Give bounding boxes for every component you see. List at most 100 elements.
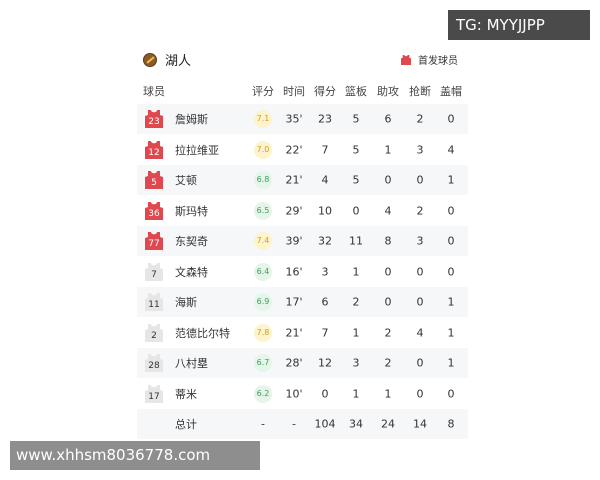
time-cell: 10' [285, 387, 303, 400]
player-name[interactable]: 范德比尔特 [175, 326, 230, 340]
assists-cell: 2 [384, 356, 392, 370]
rebounds-cell: 5 [352, 173, 360, 187]
jersey-number: 77 [148, 239, 160, 249]
time-cell: 28' [285, 356, 303, 370]
column-header[interactable]: 抢断 [409, 85, 431, 98]
jersey-icon: 12 [145, 140, 163, 159]
rating-cell: 6.2 [254, 384, 272, 403]
assists-cell: 8 [384, 234, 392, 248]
total-row: 总计 - - 104 34 24 14 8 [137, 409, 468, 439]
rebounds-cell: 5 [352, 112, 360, 126]
player-name[interactable]: 艾顿 [175, 174, 197, 187]
column-header[interactable]: 盖帽 [440, 85, 462, 98]
points-cell: 0 [321, 387, 329, 400]
blocks-cell: 0 [447, 204, 455, 217]
rating-cell: 6.5 [254, 201, 272, 220]
time-cell: 17' [285, 295, 303, 309]
rebounds-cell: 2 [352, 295, 360, 309]
points-cell: 3 [321, 265, 329, 278]
points-cell: 104 [314, 417, 336, 431]
time-cell: 22' [285, 143, 303, 156]
jersey-number: 7 [151, 269, 157, 280]
player-name[interactable]: 东契奇 [175, 235, 208, 248]
player-row[interactable]: 77 东契奇 7.4 39' 32 11 8 3 0 [137, 226, 468, 256]
player-name[interactable]: 詹姆斯 [175, 113, 208, 126]
points-cell: 12 [318, 356, 332, 370]
jersey-icon: 2 [145, 323, 163, 342]
rebounds-cell: 11 [349, 234, 363, 248]
points-cell: 7 [321, 143, 329, 156]
jersey-number: 17 [148, 391, 160, 402]
rating-cell: 7.8 [254, 323, 272, 342]
player-name[interactable]: 八村塁 [175, 357, 208, 370]
rating-cell: - [261, 417, 265, 431]
player-row[interactable]: 7 文森特 6.4 16' 3 1 0 0 0 [137, 257, 468, 287]
blocks-cell: 0 [447, 387, 455, 400]
column-header[interactable]: 得分 [314, 85, 336, 98]
column-header[interactable]: 球员 [143, 85, 165, 98]
blocks-cell: 1 [447, 356, 455, 370]
rebounds-cell: 34 [349, 417, 363, 431]
time-cell: 29' [285, 204, 303, 217]
rebounds-cell: 3 [352, 356, 360, 370]
player-name[interactable]: 文森特 [175, 265, 208, 279]
jersey-number: 2 [151, 330, 157, 341]
time-cell: 16' [285, 265, 303, 278]
player-name[interactable]: 拉拉维亚 [175, 143, 219, 157]
watermark-tg: TG: MYYJJPP [448, 10, 590, 40]
player-row[interactable]: 23 詹姆斯 7.1 35' 23 5 6 2 0 [137, 104, 468, 134]
rating-cell: 6.4 [254, 262, 272, 281]
player-row[interactable]: 36 斯玛特 6.5 29' 10 0 4 2 0 [137, 196, 468, 226]
jersey-icon: 23 [145, 110, 163, 128]
player-row[interactable]: 5 艾顿 6.8 21' 4 5 0 0 1 [137, 165, 468, 195]
rating-cell: 7.1 [254, 110, 272, 128]
player-name[interactable]: 海斯 [175, 296, 197, 309]
jersey-number: 36 [148, 208, 160, 219]
assists-cell: 6 [384, 112, 392, 126]
blocks-cell: 1 [447, 295, 455, 309]
assists-cell: 1 [384, 387, 392, 400]
assists-cell: 24 [381, 417, 395, 431]
rating-cell: 7.4 [254, 232, 272, 250]
blocks-cell: 1 [447, 173, 455, 187]
steals-cell: 2 [416, 112, 424, 126]
rating-cell: 6.9 [254, 293, 272, 311]
points-cell: 23 [318, 112, 332, 126]
player-row[interactable]: 28 八村塁 6.7 28' 12 3 2 0 1 [137, 348, 468, 378]
jersey-number: 11 [148, 300, 160, 310]
watermark-url: www.xhhsm8036778.com [10, 441, 260, 470]
player-name[interactable]: 蒂米 [175, 387, 197, 401]
jersey-number: 23 [148, 117, 160, 127]
column-header[interactable]: 评分 [252, 85, 274, 98]
table-header: 球员 评分 时间 得分 篮板 助攻 抢断 盖帽 [137, 82, 468, 100]
assists-cell: 4 [384, 204, 392, 217]
column-header[interactable]: 篮板 [345, 85, 367, 98]
blocks-cell: 8 [447, 417, 455, 431]
jersey-number: 12 [148, 147, 160, 158]
player-row[interactable]: 17 蒂米 6.2 10' 0 1 1 0 0 [137, 379, 468, 409]
column-header[interactable]: 时间 [283, 85, 305, 98]
time-cell: 21' [285, 326, 303, 339]
jersey-icon: 28 [145, 354, 163, 372]
jersey-icon: 5 [145, 171, 163, 189]
rebounds-cell: 5 [352, 143, 360, 156]
time-cell: 39' [285, 234, 303, 248]
starter-legend: 首发球员 [401, 52, 458, 67]
player-row[interactable]: 2 范德比尔特 7.8 21' 7 1 2 4 1 [137, 318, 468, 348]
blocks-cell: 4 [447, 143, 455, 156]
player-row[interactable]: 12 拉拉维亚 7.0 22' 7 5 1 3 4 [137, 135, 468, 165]
time-cell: 21' [285, 173, 303, 187]
points-cell: 10 [318, 204, 332, 217]
player-name[interactable]: 斯玛特 [175, 204, 208, 218]
lakers-logo-icon [143, 52, 157, 67]
jersey-icon: 11 [145, 293, 163, 311]
column-header[interactable]: 助攻 [377, 85, 399, 98]
jersey-number: 28 [148, 361, 160, 371]
player-row[interactable]: 11 海斯 6.9 17' 6 2 0 0 1 [137, 287, 468, 317]
rebounds-cell: 1 [352, 326, 360, 339]
steals-cell: 3 [416, 143, 424, 156]
jersey-icon: 17 [145, 384, 163, 403]
rebounds-cell: 1 [352, 265, 360, 278]
blocks-cell: 0 [447, 234, 455, 248]
steals-cell: 0 [416, 295, 424, 309]
